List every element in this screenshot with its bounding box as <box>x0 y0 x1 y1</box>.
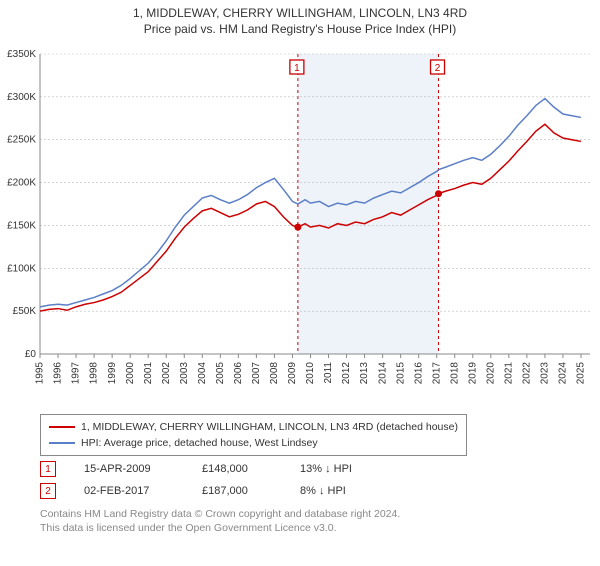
svg-text:£150K: £150K <box>7 220 36 231</box>
sale-delta: 13% ↓ HPI <box>300 463 352 475</box>
chart-subtitle: Price paid vs. HM Land Registry's House … <box>0 22 600 36</box>
legend-swatch <box>49 442 75 444</box>
svg-text:2010: 2010 <box>305 362 316 385</box>
svg-text:2002: 2002 <box>161 362 172 385</box>
chart-title: 1, MIDDLEWAY, CHERRY WILLINGHAM, LINCOLN… <box>0 6 600 20</box>
svg-text:1998: 1998 <box>89 362 100 385</box>
svg-text:£350K: £350K <box>7 49 36 60</box>
sale-price: £187,000 <box>202 485 272 497</box>
svg-text:2009: 2009 <box>287 362 298 385</box>
svg-text:2000: 2000 <box>125 362 136 385</box>
svg-text:2007: 2007 <box>251 362 262 385</box>
svg-text:2006: 2006 <box>233 362 244 385</box>
svg-text:2020: 2020 <box>485 362 496 385</box>
svg-text:2025: 2025 <box>576 362 587 385</box>
footer-attribution: Contains HM Land Registry data © Crown c… <box>40 508 590 535</box>
svg-text:2021: 2021 <box>503 362 514 385</box>
legend-box: 1, MIDDLEWAY, CHERRY WILLINGHAM, LINCOLN… <box>40 414 467 456</box>
sale-marker-2: 2 <box>40 483 56 499</box>
svg-text:2024: 2024 <box>558 362 569 385</box>
svg-text:2008: 2008 <box>269 362 280 385</box>
svg-text:1996: 1996 <box>53 362 64 385</box>
svg-text:2016: 2016 <box>413 362 424 385</box>
svg-text:1997: 1997 <box>71 362 82 385</box>
sale-row-2: 2 02-FEB-2017 £187,000 8% ↓ HPI <box>40 480 352 502</box>
sale-date: 02-FEB-2017 <box>84 485 174 497</box>
svg-text:£100K: £100K <box>7 263 36 274</box>
legend-label: HPI: Average price, detached house, West… <box>81 437 318 449</box>
legend-label: 1, MIDDLEWAY, CHERRY WILLINGHAM, LINCOLN… <box>81 421 458 433</box>
sale-delta: 8% ↓ HPI <box>300 485 346 497</box>
svg-text:2004: 2004 <box>197 362 208 385</box>
svg-text:2018: 2018 <box>449 362 460 385</box>
sale-price: £148,000 <box>202 463 272 475</box>
svg-text:2011: 2011 <box>323 362 334 384</box>
svg-text:£300K: £300K <box>7 92 36 103</box>
legend-row-hpi: HPI: Average price, detached house, West… <box>49 435 458 451</box>
svg-text:2019: 2019 <box>467 362 478 385</box>
legend-swatch <box>49 426 75 428</box>
svg-text:2017: 2017 <box>431 362 442 385</box>
svg-text:2: 2 <box>435 63 441 74</box>
svg-text:£250K: £250K <box>7 135 36 146</box>
svg-text:2022: 2022 <box>522 362 533 385</box>
svg-text:2012: 2012 <box>341 362 352 385</box>
svg-text:2005: 2005 <box>215 362 226 385</box>
svg-text:2023: 2023 <box>540 362 551 385</box>
legend-row-price-paid: 1, MIDDLEWAY, CHERRY WILLINGHAM, LINCOLN… <box>49 419 458 435</box>
svg-text:1999: 1999 <box>107 362 118 385</box>
svg-text:£50K: £50K <box>13 306 37 317</box>
svg-text:£0: £0 <box>25 349 37 360</box>
sale-marker-1: 1 <box>40 461 56 477</box>
footer-line-2: This data is licensed under the Open Gov… <box>40 522 590 536</box>
svg-text:2014: 2014 <box>377 362 388 385</box>
svg-text:2001: 2001 <box>143 362 154 385</box>
svg-text:1995: 1995 <box>35 362 46 385</box>
sales-table: 1 15-APR-2009 £148,000 13% ↓ HPI 2 02-FE… <box>40 458 352 502</box>
svg-text:2013: 2013 <box>359 362 370 385</box>
svg-text:2015: 2015 <box>395 362 406 385</box>
sale-row-1: 1 15-APR-2009 £148,000 13% ↓ HPI <box>40 458 352 480</box>
sale-date: 15-APR-2009 <box>84 463 174 475</box>
svg-text:1: 1 <box>294 63 300 74</box>
svg-text:£200K: £200K <box>7 178 36 189</box>
chart-area: £0 £50K £100K £150K £200K £250K £300K £350K 1995… <box>0 44 600 404</box>
price-chart-svg: £0 £50K £100K £150K £200K £250K £300K £350K 1995… <box>0 44 600 404</box>
footer-line-1: Contains HM Land Registry data © Crown c… <box>40 508 590 522</box>
svg-text:2003: 2003 <box>179 362 190 385</box>
